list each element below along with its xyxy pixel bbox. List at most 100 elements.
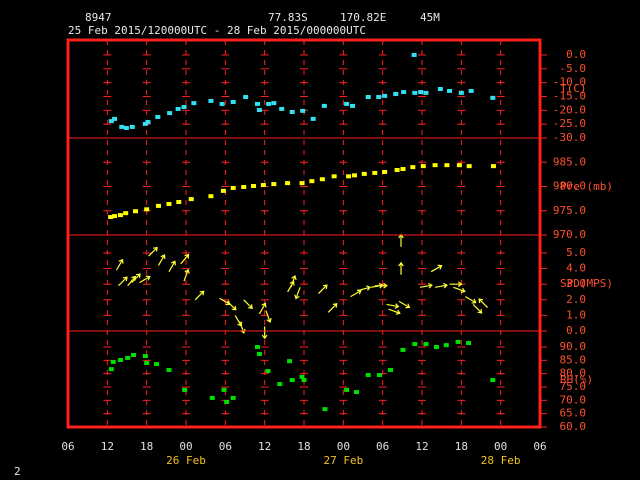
wind-arrow [478,298,488,309]
data-point [346,174,352,179]
data-point [468,88,474,93]
data-point [251,184,257,189]
data-point [400,167,406,172]
y-tick-label: -20.0 [553,103,586,116]
y-tick-label: 90.0 [560,340,587,353]
data-point [411,52,417,57]
data-point [456,163,462,168]
data-point [155,114,161,119]
data-point [412,342,418,347]
data-point [437,87,443,91]
data-point [112,116,118,121]
data-point [271,101,277,106]
data-point [490,378,496,383]
wind-arrow [148,246,158,257]
x-tick-label: 18 [455,440,468,453]
data-point [443,343,449,348]
data-point [176,200,182,205]
data-point [254,101,260,106]
panel-label: Pre (mb) [560,180,613,193]
data-point [243,95,249,100]
data-point [219,101,225,106]
data-point [319,177,325,182]
data-point [256,108,262,113]
data-point [351,173,357,178]
date-label: 28 Feb [481,454,521,467]
wind-arrow [464,296,477,304]
data-point [166,201,172,206]
data-point [423,90,429,95]
wind-arrow [398,300,411,309]
y-tick-label: 70.0 [560,393,587,406]
data-point [289,378,295,383]
data-point [299,374,305,379]
data-point [265,369,271,373]
y-tick-label: 1.0 [566,308,586,321]
data-point [208,194,214,199]
x-tick-label: 06 [376,440,389,453]
y-tick-label: 4.0 [566,262,586,275]
y-tick-label: -25.0 [553,117,586,130]
data-point [279,106,285,111]
wind-arrow [472,304,483,314]
data-point [299,181,305,186]
data-point [394,168,400,173]
period: 25 Feb 2015/120000UTC - 28 Feb 2015/0000… [68,24,366,37]
data-point [418,90,424,95]
data-point [458,90,464,95]
data-point [166,367,172,372]
page-number: 2 [14,465,21,478]
data-point [175,106,181,111]
data-point [361,171,367,176]
wind-arrow [435,282,448,289]
elevation: 45M [420,11,440,24]
data-point [447,88,453,93]
x-tick-label: 06 [219,440,232,453]
y-tick-label: 75.0 [560,380,587,393]
wind-arrow [350,289,362,298]
x-tick-label: 00 [494,440,507,453]
y-tick-label: 970.0 [553,228,586,241]
y-tick-label: 80.0 [560,367,587,380]
data-point [144,207,150,212]
data-point [444,163,450,168]
data-point [466,164,472,169]
data-point [256,351,262,356]
data-point [155,203,161,208]
data-point [154,362,159,367]
data-point [129,124,135,129]
wind-arrow [290,275,297,288]
data-point [209,395,215,400]
y-tick-label: 65.0 [560,407,587,420]
data-point [309,179,315,184]
data-point [344,387,350,392]
wind-arrow [388,308,401,315]
data-point [230,100,236,105]
data-point [191,101,197,106]
data-point [420,164,426,169]
data-point [123,211,129,216]
data-point [300,108,306,113]
data-point [466,341,472,345]
data-point [277,382,283,387]
x-tick-label: 00 [337,440,350,453]
data-point [117,213,123,218]
data-point [188,197,194,202]
wind-arrow [430,264,443,273]
data-point [224,399,230,404]
wind-arrow [194,290,205,301]
y-tick-label: 980.0 [553,180,586,193]
data-point [490,164,496,169]
latitude: 77.83S [268,11,308,24]
data-point [350,103,356,108]
wind-arrow [258,302,267,315]
y-tick-label: 975.0 [553,204,586,217]
data-point [285,181,291,186]
data-point [108,119,114,124]
panel-label: RH(%) [560,373,593,386]
data-point [490,95,496,100]
data-point [376,373,382,377]
y-tick-label: -5.0 [560,62,587,75]
data-point [433,345,439,349]
wind-arrow [157,254,166,266]
